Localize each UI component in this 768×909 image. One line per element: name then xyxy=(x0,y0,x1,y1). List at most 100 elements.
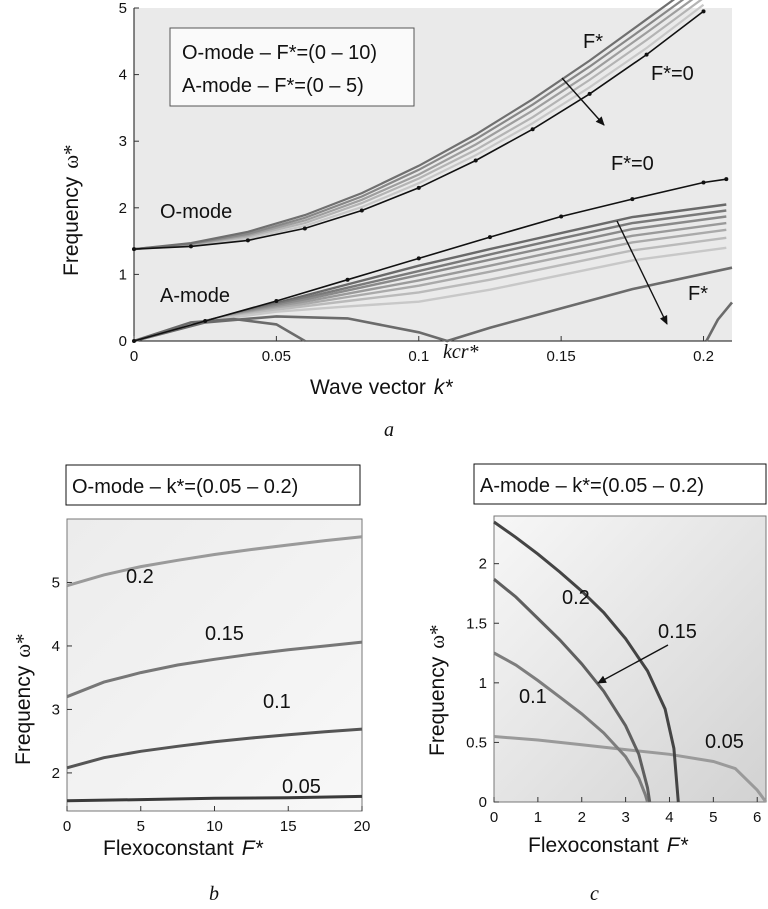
o-mode-curve-F2 xyxy=(133,3,705,251)
caption-b: b xyxy=(209,883,219,905)
o-mode-curve-F0-point xyxy=(188,244,193,249)
label-c-0.15: 0.15 xyxy=(658,621,697,643)
b-curve-0.05 xyxy=(66,794,363,803)
a-mode-branch-3 xyxy=(705,301,734,342)
a-mode-branch-2 xyxy=(133,266,733,343)
c-xtick-label: 3 xyxy=(621,809,629,826)
label-b-0.2: 0.2 xyxy=(126,566,154,588)
a-xtick-label: 0.15 xyxy=(547,348,576,365)
a-ytick-label: 3 xyxy=(119,133,127,150)
b-xtick-label: 20 xyxy=(354,818,371,835)
panel-c: A-mode – k*=(0.05 – 0.2) 0 1 2 3 4 5 6 0 0.5 1 1.5… xyxy=(425,463,768,905)
o-mode-curve-F10 xyxy=(133,0,676,251)
b-ytick-label: 2 xyxy=(52,765,60,782)
plot-area-b xyxy=(66,518,363,812)
legend-line-1: O-mode – F*=(0 – 10) xyxy=(182,42,377,64)
b-xtick-label: 5 xyxy=(137,818,145,835)
a-mode-curve-F0-point xyxy=(724,177,729,182)
a-xtick-label: 0.1 xyxy=(408,348,429,365)
a-mode-curve-F0-point xyxy=(274,299,279,304)
arrow-f-bottom xyxy=(616,220,668,325)
a-xtick-label: 0.2 xyxy=(693,348,714,365)
c-curve-0.05 xyxy=(493,735,768,803)
o-mode-curve-F8 xyxy=(133,0,685,251)
a-mode-curve-F0-point xyxy=(416,256,421,261)
c-curve-0.1 xyxy=(493,651,649,803)
o-mode-curve-F0-point xyxy=(132,247,136,252)
c-curve-0.15 xyxy=(493,578,652,803)
panel-a: 0 0.05 0.1 0.15 0.2 0 1 2 3 4 5 O-mode – F*=(0 – 1… xyxy=(59,0,734,441)
o-mode-curve-F0-point xyxy=(473,158,478,163)
o-mode-curve-F0-point xyxy=(644,52,649,57)
a-mode-curve-F0-point xyxy=(487,235,492,240)
label-f-zero-mid: F*=0 xyxy=(611,153,654,175)
title-box-b xyxy=(65,464,361,506)
o-mode-curve-F0-point xyxy=(245,238,250,243)
a-ytick-label: 2 xyxy=(119,200,127,217)
o-mode-curve-F0-point xyxy=(302,226,307,231)
a-xtick-label: 0 xyxy=(130,348,138,365)
c-ytick-label: 0 xyxy=(479,794,487,811)
title-b: O-mode – k*=(0.05 – 0.2) xyxy=(72,476,298,498)
o-mode-curve-F0-point xyxy=(416,185,421,190)
o-mode-curve-F0-point xyxy=(530,127,535,132)
c-ytick-label: 2 xyxy=(479,556,487,573)
a-ytick-label: 4 xyxy=(119,67,127,84)
b-xtick-label: 0 xyxy=(63,818,71,835)
b-curve-0.2 xyxy=(66,535,363,588)
c-ytick-label: 0.5 xyxy=(466,734,487,751)
caption-c: c xyxy=(590,883,599,905)
b-xtick-label: 15 xyxy=(280,818,297,835)
label-b-0.05: 0.05 xyxy=(282,776,321,798)
label-f-star-bottom: F* xyxy=(688,283,708,305)
c-xtick-label: 1 xyxy=(534,809,542,826)
b-xtick-label: 10 xyxy=(206,818,223,835)
legend-box-a: O-mode – F*=(0 – 10) A-mode – F*=(0 – 5) xyxy=(169,27,415,107)
c-xtick-label: 4 xyxy=(665,809,673,826)
caption-a: a xyxy=(384,419,394,441)
a-ytick-label: 1 xyxy=(119,266,127,283)
a-xtick-label: 0.05 xyxy=(262,348,291,365)
y-axis-label-a: Frequencyω* xyxy=(59,144,83,276)
label-f-zero-top: F*=0 xyxy=(651,63,694,85)
a-mode-curve-F0-point xyxy=(559,214,564,219)
c-xtick-label: 0 xyxy=(490,809,498,826)
y-axis-label-b: Frequencyω* xyxy=(11,633,35,765)
c-ytick-label: 1 xyxy=(479,675,487,692)
a-mode-curve-7 xyxy=(133,246,727,343)
o-mode-curve-F0-point xyxy=(359,208,364,213)
legend-line-2: A-mode – F*=(0 – 5) xyxy=(182,75,364,97)
label-f-star-top: F* xyxy=(583,31,603,53)
a-mode-curve-F0 xyxy=(133,178,727,342)
x-axis-label-b: Flexoconstant F* xyxy=(103,837,264,860)
a-mode-curve-F0-point xyxy=(701,180,706,185)
a-ytick-label: 0 xyxy=(119,333,127,350)
b-curve-0.15 xyxy=(66,640,363,699)
label-o-mode: O-mode xyxy=(160,201,232,223)
c-xtick-label: 5 xyxy=(709,809,717,826)
label-c-0.1: 0.1 xyxy=(519,686,547,708)
c-ytick-label: 1.5 xyxy=(466,615,487,632)
label-b-0.1: 0.1 xyxy=(263,691,291,713)
arrow-c xyxy=(597,644,669,684)
o-mode-curve-F0-point xyxy=(701,9,706,14)
c-curve-0.2 xyxy=(493,520,680,803)
b-ytick-label: 5 xyxy=(52,574,60,591)
b-curve-0.1 xyxy=(66,727,363,770)
c-xtick-label: 6 xyxy=(753,809,761,826)
label-c-0.05: 0.05 xyxy=(705,731,744,753)
plot-area-c xyxy=(493,515,767,803)
a-mode-curve-F0-point xyxy=(345,277,350,282)
b-ytick-label: 4 xyxy=(52,638,60,655)
a-mode-curve-F0-point xyxy=(630,197,635,202)
label-b-0.15: 0.15 xyxy=(205,623,244,645)
title-box-c xyxy=(473,463,767,505)
arrow-f-top xyxy=(561,77,605,126)
y-axis-label-c: Frequencyω* xyxy=(425,624,449,756)
x-axis-label-c: Flexoconstant F* xyxy=(528,834,689,857)
c-xtick-label: 2 xyxy=(578,809,586,826)
label-k-cr: kcr* xyxy=(443,341,479,363)
o-mode-curve-F0-point xyxy=(587,91,592,96)
label-a-mode: A-mode xyxy=(160,285,230,307)
